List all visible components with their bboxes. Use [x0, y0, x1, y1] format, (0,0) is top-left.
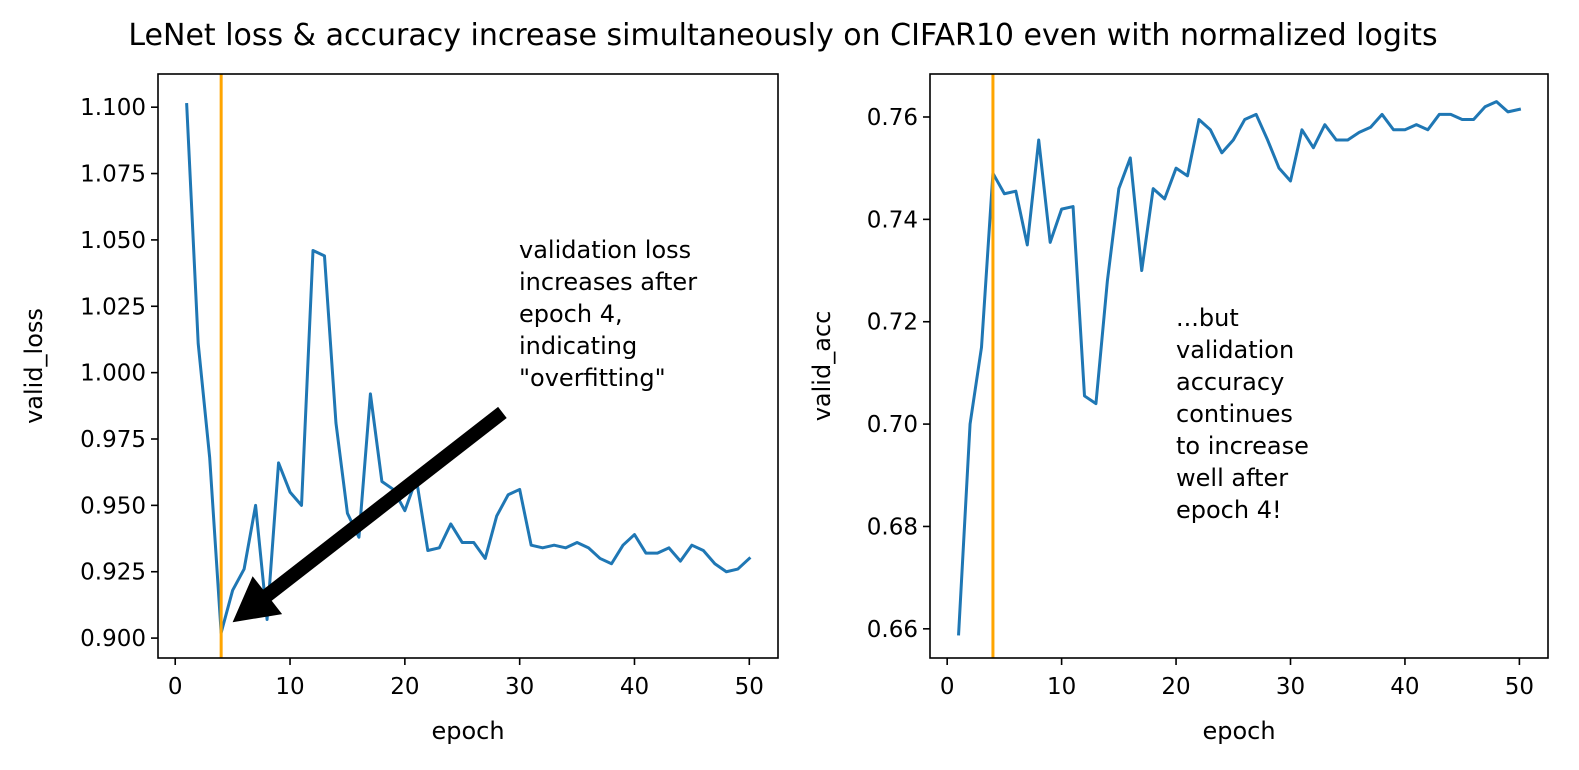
loss-x-axis-label: epoch — [431, 717, 504, 745]
accuracy-x-tick-label: 20 — [1161, 674, 1190, 700]
loss-y-tick-label: 1.075 — [80, 162, 146, 188]
accuracy-annotation-line: accuracy — [1176, 368, 1284, 396]
accuracy-axes-frame — [929, 73, 1549, 659]
accuracy-series-line — [957, 100, 1522, 636]
loss-x-tick-label: 20 — [390, 674, 419, 700]
accuracy-axis-ticks: 0 10 20 30 40 50 0.66 0.68 0.70 0.72 0.74 0.76 — [867, 73, 1549, 700]
loss-y-axis-label: valid_loss — [20, 308, 48, 424]
loss-axis-ticks: 0 10 20 30 40 50 0.900 0.925 0.950 0.975 1.000 1.02… — [80, 73, 779, 700]
accuracy-y-axis-label: valid_acc — [808, 311, 836, 422]
loss-y-tick-label: 0.925 — [80, 560, 146, 586]
loss-x-tick-label: 10 — [275, 674, 304, 700]
loss-annotation: validation loss increases after epoch 4,… — [519, 236, 705, 392]
accuracy-y-tick-label: 0.76 — [867, 105, 918, 131]
loss-y-tick-label: 1.025 — [80, 294, 146, 320]
accuracy-annotation-line: ...but — [1176, 304, 1239, 332]
accuracy-y-tick-label: 0.70 — [867, 412, 918, 438]
accuracy-x-tick-label: 50 — [1505, 674, 1534, 700]
accuracy-annotation-line: epoch 4! — [1176, 496, 1282, 524]
accuracy-annotation-line: continues — [1176, 400, 1293, 428]
accuracy-y-tick-label: 0.66 — [867, 617, 918, 643]
accuracy-y-tick-label: 0.68 — [867, 514, 918, 540]
loss-annotation-line: indicating — [519, 332, 637, 360]
accuracy-x-tick-label: 30 — [1276, 674, 1305, 700]
loss-y-tick-label: 0.975 — [80, 427, 146, 453]
loss-annotation-line: epoch 4, — [519, 300, 623, 328]
accuracy-x-axis-label: epoch — [1202, 717, 1275, 745]
loss-x-tick-label: 30 — [505, 674, 534, 700]
accuracy-y-tick-label: 0.74 — [867, 207, 918, 233]
accuracy-annotation-line: to increase — [1176, 432, 1309, 460]
loss-y-tick-label: 1.000 — [80, 361, 146, 387]
loss-y-tick-label: 0.900 — [80, 626, 146, 652]
accuracy-x-tick-label: 10 — [1047, 674, 1076, 700]
loss-plot-area — [185, 74, 752, 658]
loss-annotation-line: "overfitting" — [519, 364, 666, 392]
loss-x-tick-label: 40 — [620, 674, 649, 700]
arrow-shape — [232, 406, 507, 623]
figure-title: LeNet loss & accuracy increase simultane… — [128, 18, 1437, 53]
loss-y-tick-label: 1.100 — [80, 95, 146, 121]
accuracy-panel: 0 10 20 30 40 50 0.66 0.68 0.70 0.72 0.74 0.76 epoc… — [808, 73, 1549, 745]
accuracy-annotation-line: well after — [1176, 464, 1288, 492]
loss-series-line — [185, 102, 752, 635]
loss-annotation-line: validation loss — [519, 236, 691, 264]
accuracy-annotation-line: validation — [1176, 336, 1294, 364]
accuracy-y-tick-label: 0.72 — [867, 310, 918, 336]
loss-x-tick-label: 50 — [735, 674, 764, 700]
accuracy-plot-area — [957, 74, 1522, 658]
loss-y-tick-label: 1.050 — [80, 228, 146, 254]
loss-y-tick-label: 0.950 — [80, 493, 146, 519]
accuracy-x-tick-label: 0 — [940, 674, 955, 700]
loss-annotation-arrow — [232, 406, 507, 623]
loss-x-tick-label: 0 — [168, 674, 183, 700]
loss-annotation-line: increases after — [519, 268, 697, 296]
loss-axes-frame — [157, 73, 779, 659]
accuracy-annotation: ...but validation accuracy continues to … — [1176, 304, 1317, 524]
loss-panel: 0 10 20 30 40 50 0.900 0.925 0.950 0.975 1.000 1.02… — [20, 73, 779, 745]
accuracy-x-tick-label: 40 — [1390, 674, 1419, 700]
